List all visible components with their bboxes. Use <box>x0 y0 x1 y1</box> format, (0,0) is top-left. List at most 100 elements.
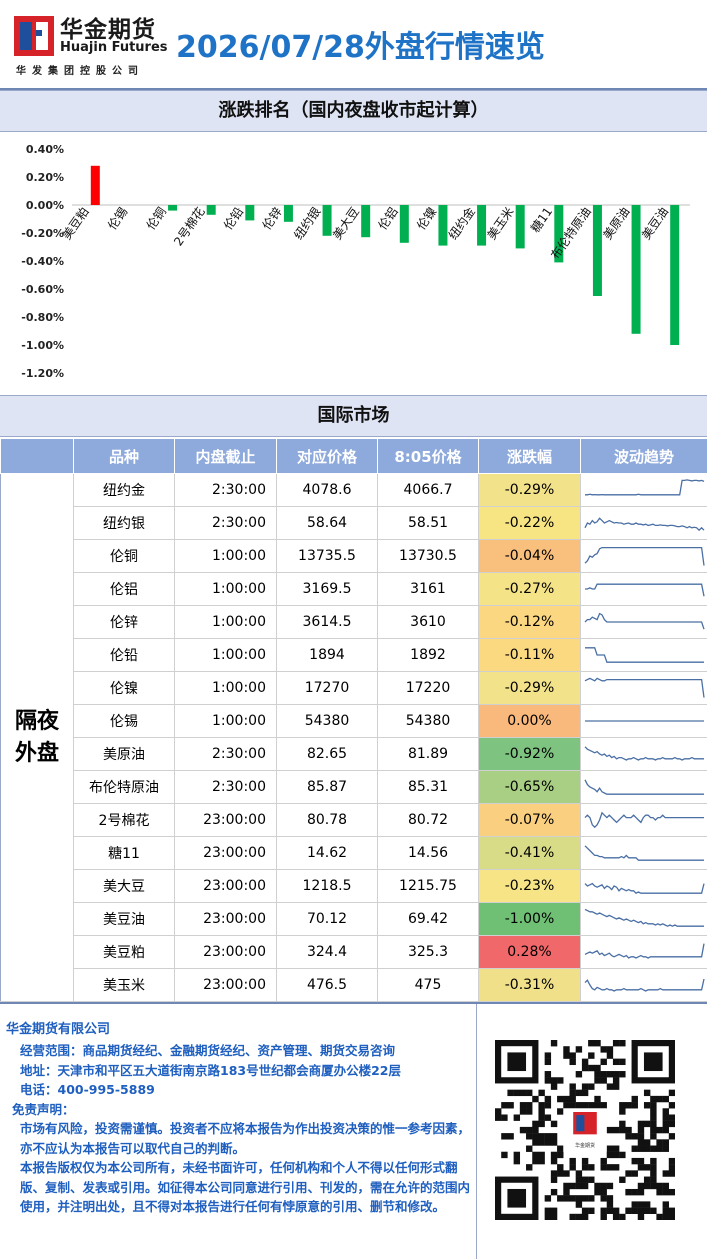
price-805: 1892 <box>377 638 479 672</box>
close-time: 23:00:00 <box>174 836 277 870</box>
change-pct: -0.29% <box>478 671 581 705</box>
footer-phone: 电话：400-995-5889 <box>20 1082 155 1097</box>
sparkline-path <box>584 612 705 630</box>
sparkline <box>585 479 705 496</box>
ref-price: 3614.5 <box>276 605 378 639</box>
table-row: 糖11 23:00:00 14.62 14.56 -0.41% <box>1 836 707 870</box>
table-row: 美豆油 23:00:00 70.12 69.42 -1.00% <box>1 902 707 936</box>
report-title: 2026/07/28外盘行情速览 <box>176 30 545 65</box>
ranking-chart: 0.40% 0.20% 0.00% -0.20% -0.40% -0.60% -0.80% -… <box>0 133 707 395</box>
sparkline-path <box>585 479 705 496</box>
bar-布伦特原油 <box>592 205 602 296</box>
ref-price: 1894 <box>276 638 378 672</box>
trend-sparkline <box>580 968 707 1002</box>
y-tick-label: -0.20% <box>21 227 64 240</box>
sparkline-path <box>584 546 705 566</box>
trend-sparkline <box>580 539 707 573</box>
ref-price: 70.12 <box>276 902 378 936</box>
price-805: 69.42 <box>377 902 479 936</box>
sparkline <box>584 811 704 829</box>
trend-sparkline <box>580 737 707 771</box>
qr-logo-label: 华金期货 <box>575 1142 595 1149</box>
table-row: 伦铜 1:00:00 13735.5 13730.5 -0.04% <box>1 539 707 573</box>
y-tick-label: 0.40% <box>26 143 64 156</box>
category-label: 伦铜 <box>143 204 169 232</box>
close-time: 2:30:00 <box>174 770 277 804</box>
change-pct: -0.29% <box>478 473 581 507</box>
ref-price: 324.4 <box>276 935 378 969</box>
bar-纽约金 <box>477 205 487 246</box>
close-time: 1:00:00 <box>174 638 277 672</box>
table-row: 2号棉花 23:00:00 80.78 80.72 -0.07% <box>1 803 707 837</box>
ref-price: 476.5 <box>276 968 378 1002</box>
product-name: 美原油 <box>73 737 175 771</box>
sparkline-path <box>584 517 705 532</box>
bar-伦铜 <box>168 205 178 211</box>
table-header-row: 品种 内盘截止 对应价格 8:05价格 涨跌幅 波动趋势 <box>0 438 707 474</box>
bar-纽约银 <box>322 205 332 236</box>
footer-company: 华金期货有限公司 <box>6 1022 111 1037</box>
y-tick-label: -1.00% <box>21 339 64 352</box>
bar-美玉米 <box>515 205 525 249</box>
sparkline <box>584 978 705 992</box>
sparkline <box>584 908 704 927</box>
change-pct: -0.31% <box>478 968 581 1002</box>
change-pct: -0.92% <box>478 737 581 771</box>
footer-qr-panel: 华金期货 <box>476 1004 707 1259</box>
bar-2号棉花 <box>206 205 216 215</box>
change-pct: -0.23% <box>478 869 581 903</box>
price-805: 81.89 <box>377 737 479 771</box>
close-time: 2:30:00 <box>174 473 277 507</box>
product-name: 2号棉花 <box>73 803 175 837</box>
close-time: 23:00:00 <box>174 902 277 936</box>
y-tick-label: -0.40% <box>21 255 64 268</box>
change-pct: -0.12% <box>478 605 581 639</box>
close-time: 23:00:00 <box>174 935 277 969</box>
table-row: 美大豆 23:00:00 1218.5 1215.75 -0.23% <box>1 869 707 903</box>
table-row: 伦镍 1:00:00 17270 17220 -0.29% <box>1 671 707 705</box>
table-row: 纽约银 2:30:00 58.64 58.51 -0.22% <box>1 506 707 540</box>
table-row: 伦锡 1:00:00 54380 54380 0.00% <box>1 704 707 738</box>
overnight-group-label: 隔夜 外盘 <box>0 473 74 1002</box>
ranking-bar-chart: 0.40% 0.20% 0.00% -0.20% -0.40% -0.60% -0.80% -… <box>21 143 690 380</box>
bar-美原油 <box>631 205 641 334</box>
table-row: 伦锌 1:00:00 3614.5 3610 -0.12% <box>1 605 707 639</box>
header-divider <box>0 88 707 90</box>
huajin-logo-icon <box>14 16 54 56</box>
sparkline-path <box>584 811 704 829</box>
category-label: 美大豆 <box>330 205 362 243</box>
change-pct: -0.07% <box>478 803 581 837</box>
change-pct: 0.28% <box>478 935 581 969</box>
price-805: 54380 <box>377 704 479 738</box>
table-row: 布伦特原油 2:30:00 85.87 85.31 -0.65% <box>1 770 707 804</box>
sparkline-path <box>584 779 704 795</box>
trend-sparkline <box>580 572 707 606</box>
bar-糖11 <box>554 205 564 263</box>
sparkline <box>584 546 705 566</box>
trend-sparkline <box>580 638 707 672</box>
category-label: 纽约金 <box>445 204 478 242</box>
close-time: 2:30:00 <box>174 506 277 540</box>
sparkline-path <box>584 978 705 992</box>
product-name: 伦镍 <box>73 671 175 705</box>
sparkline <box>584 746 704 761</box>
sparkline <box>585 583 705 597</box>
y-tick-label: 0.20% <box>26 171 64 184</box>
close-time: 23:00:00 <box>174 968 277 1002</box>
bar-美豆粕 <box>90 165 100 205</box>
category-label: 2号棉花 <box>170 204 207 248</box>
change-pct: -0.04% <box>478 539 581 573</box>
report-header: 华金期货 Huajin Futures 华发集团控股公司 2026/07/28外… <box>0 0 707 90</box>
change-pct: 0.00% <box>478 704 581 738</box>
product-name: 纽约银 <box>73 506 175 540</box>
sparkline <box>584 943 705 959</box>
price-805: 4066.7 <box>377 473 479 507</box>
price-805: 325.3 <box>377 935 479 969</box>
price-805: 85.31 <box>377 770 479 804</box>
bar-美大豆 <box>361 205 371 238</box>
price-805: 475 <box>377 968 479 1002</box>
table-row: 美豆粕 23:00:00 324.4 325.3 0.28% <box>1 935 707 969</box>
ref-price: 82.65 <box>276 737 378 771</box>
close-time: 23:00:00 <box>174 869 277 903</box>
